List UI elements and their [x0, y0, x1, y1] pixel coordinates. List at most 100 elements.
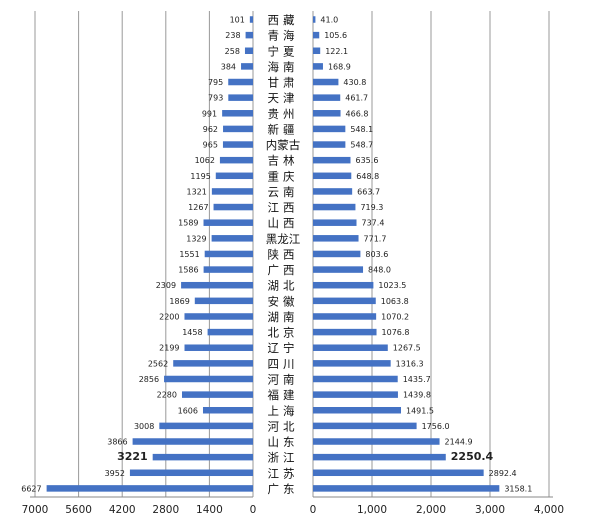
category-label: 湖北: [268, 279, 299, 293]
category-label: 安徽: [268, 294, 299, 308]
left-bar: [181, 391, 253, 398]
left-bar-label: 962: [203, 125, 218, 134]
right-axis-tick-label: 1,000: [357, 504, 387, 516]
right-bar-label: 2144.9: [445, 438, 473, 447]
right-bar: [313, 313, 377, 320]
left-bar: [241, 63, 253, 70]
right-bar-label: 1435.7: [403, 375, 431, 384]
right-bar-label: 1267.5: [393, 344, 421, 353]
right-bar: [313, 78, 339, 86]
right-axis-tick-label: 3,000: [475, 504, 505, 516]
right-bar-label: 1439.8: [403, 391, 431, 400]
left-bar-label: 1551: [179, 250, 199, 259]
right-bar-label: 41.0: [320, 16, 338, 25]
left-bar: [228, 94, 253, 101]
right-bar: [313, 125, 346, 133]
right-bar: [313, 469, 484, 477]
category-label: 湖南: [268, 310, 299, 324]
category-label: 天津: [268, 91, 299, 105]
left-axis-tick-label: 0: [250, 504, 257, 516]
left-axis-tick-label: 4200: [109, 504, 136, 516]
left-bar-label: 3008: [134, 422, 154, 431]
category-label: 新疆: [268, 122, 299, 136]
left-bar: [159, 422, 253, 430]
left-bar: [181, 281, 253, 289]
right-bar: [313, 407, 401, 414]
right-bar-label: 122.1: [325, 47, 348, 56]
left-bar-label: 1586: [178, 266, 198, 275]
left-bar: [215, 172, 253, 180]
right-bar-label: 1070.2: [381, 312, 409, 321]
category-label: 江西: [268, 201, 299, 215]
left-bar: [184, 313, 253, 320]
left-bar-label: 2200: [159, 312, 179, 321]
right-bar-label: 737.4: [362, 219, 385, 228]
left-bar-label: 1329: [186, 234, 206, 243]
right-bar: [313, 485, 500, 492]
left-bar-label: 1458: [182, 328, 202, 337]
left-axis-tick-label: 1400: [196, 504, 223, 516]
right-bar-label: 1491.5: [406, 406, 434, 415]
category-label: 河南: [268, 372, 299, 386]
left-bar-label: 793: [208, 94, 223, 103]
category-label: 黑龙江: [266, 232, 301, 246]
left-bar: [207, 328, 253, 336]
right-bar: [313, 141, 346, 148]
category-label: 四川: [268, 357, 299, 371]
left-bar: [184, 344, 253, 351]
left-bar-label: 1195: [190, 172, 210, 181]
category-label: 陕西: [268, 247, 299, 261]
left-bar-label: 2280: [157, 391, 177, 400]
right-bar-label: 1023.5: [378, 281, 406, 290]
left-bar: [203, 219, 253, 226]
right-bar-label: 663.7: [357, 187, 380, 196]
left-bar: [204, 250, 253, 258]
category-labels: 西藏青海宁夏海南甘肃天津贵州新疆内蒙古吉林重庆云南江西山西黑龙江陕西广西湖北安徽…: [266, 13, 301, 496]
right-bar-label: 719.3: [360, 203, 383, 212]
right-bar: [313, 422, 417, 430]
left-bar-label: 2856: [139, 375, 159, 384]
left-bar-label: 3952: [105, 469, 125, 478]
left-bar: [152, 453, 253, 461]
right-bar: [313, 63, 323, 70]
right-bar-label: 2892.4: [489, 469, 517, 478]
right-axis-tick-label: 2,000: [416, 504, 446, 516]
left-bar: [46, 485, 253, 492]
left-bar: [222, 110, 253, 117]
left-bar-label: 101: [230, 16, 245, 25]
right-bar-label: 803.6: [365, 250, 388, 259]
left-bar: [222, 141, 253, 148]
right-bar: [313, 94, 341, 101]
left-bar-label: 3221: [117, 450, 148, 463]
left-bar-label: 2199: [159, 344, 179, 353]
right-bar-label: 635.6: [356, 156, 379, 165]
left-bar-label: 3866: [107, 438, 127, 447]
left-axis-tick-label: 5600: [65, 504, 92, 516]
right-bar-label: 771.7: [364, 234, 387, 243]
category-label: 贵州: [268, 107, 299, 121]
right-bar-label: 1063.8: [381, 297, 409, 306]
left-bar: [223, 125, 253, 133]
left-bar-label: 1062: [195, 156, 215, 165]
category-label: 青海: [268, 29, 299, 43]
left-axis-tick-label: 2800: [152, 504, 179, 516]
right-bar-label: 168.9: [328, 62, 351, 71]
left-bar-label: 1321: [187, 187, 207, 196]
category-label: 云南: [268, 185, 299, 199]
right-bar-label: 3158.1: [504, 484, 532, 493]
right-bar: [313, 281, 374, 289]
left-bar: [249, 16, 253, 23]
left-bar: [211, 188, 253, 195]
right-bar: [313, 375, 398, 383]
right-bar: [313, 47, 321, 55]
left-bar-label: 6627: [21, 484, 41, 493]
category-label: 北京: [268, 326, 299, 340]
category-label: 宁夏: [268, 44, 299, 58]
left-bar-label: 384: [221, 62, 236, 71]
category-label: 河北: [268, 419, 299, 433]
right-bar: [313, 110, 341, 117]
category-label: 福建: [268, 388, 299, 402]
left-bar-label: 2309: [156, 281, 176, 290]
left-bar-label: 258: [225, 47, 240, 56]
left-bar-label: 1589: [178, 219, 198, 228]
